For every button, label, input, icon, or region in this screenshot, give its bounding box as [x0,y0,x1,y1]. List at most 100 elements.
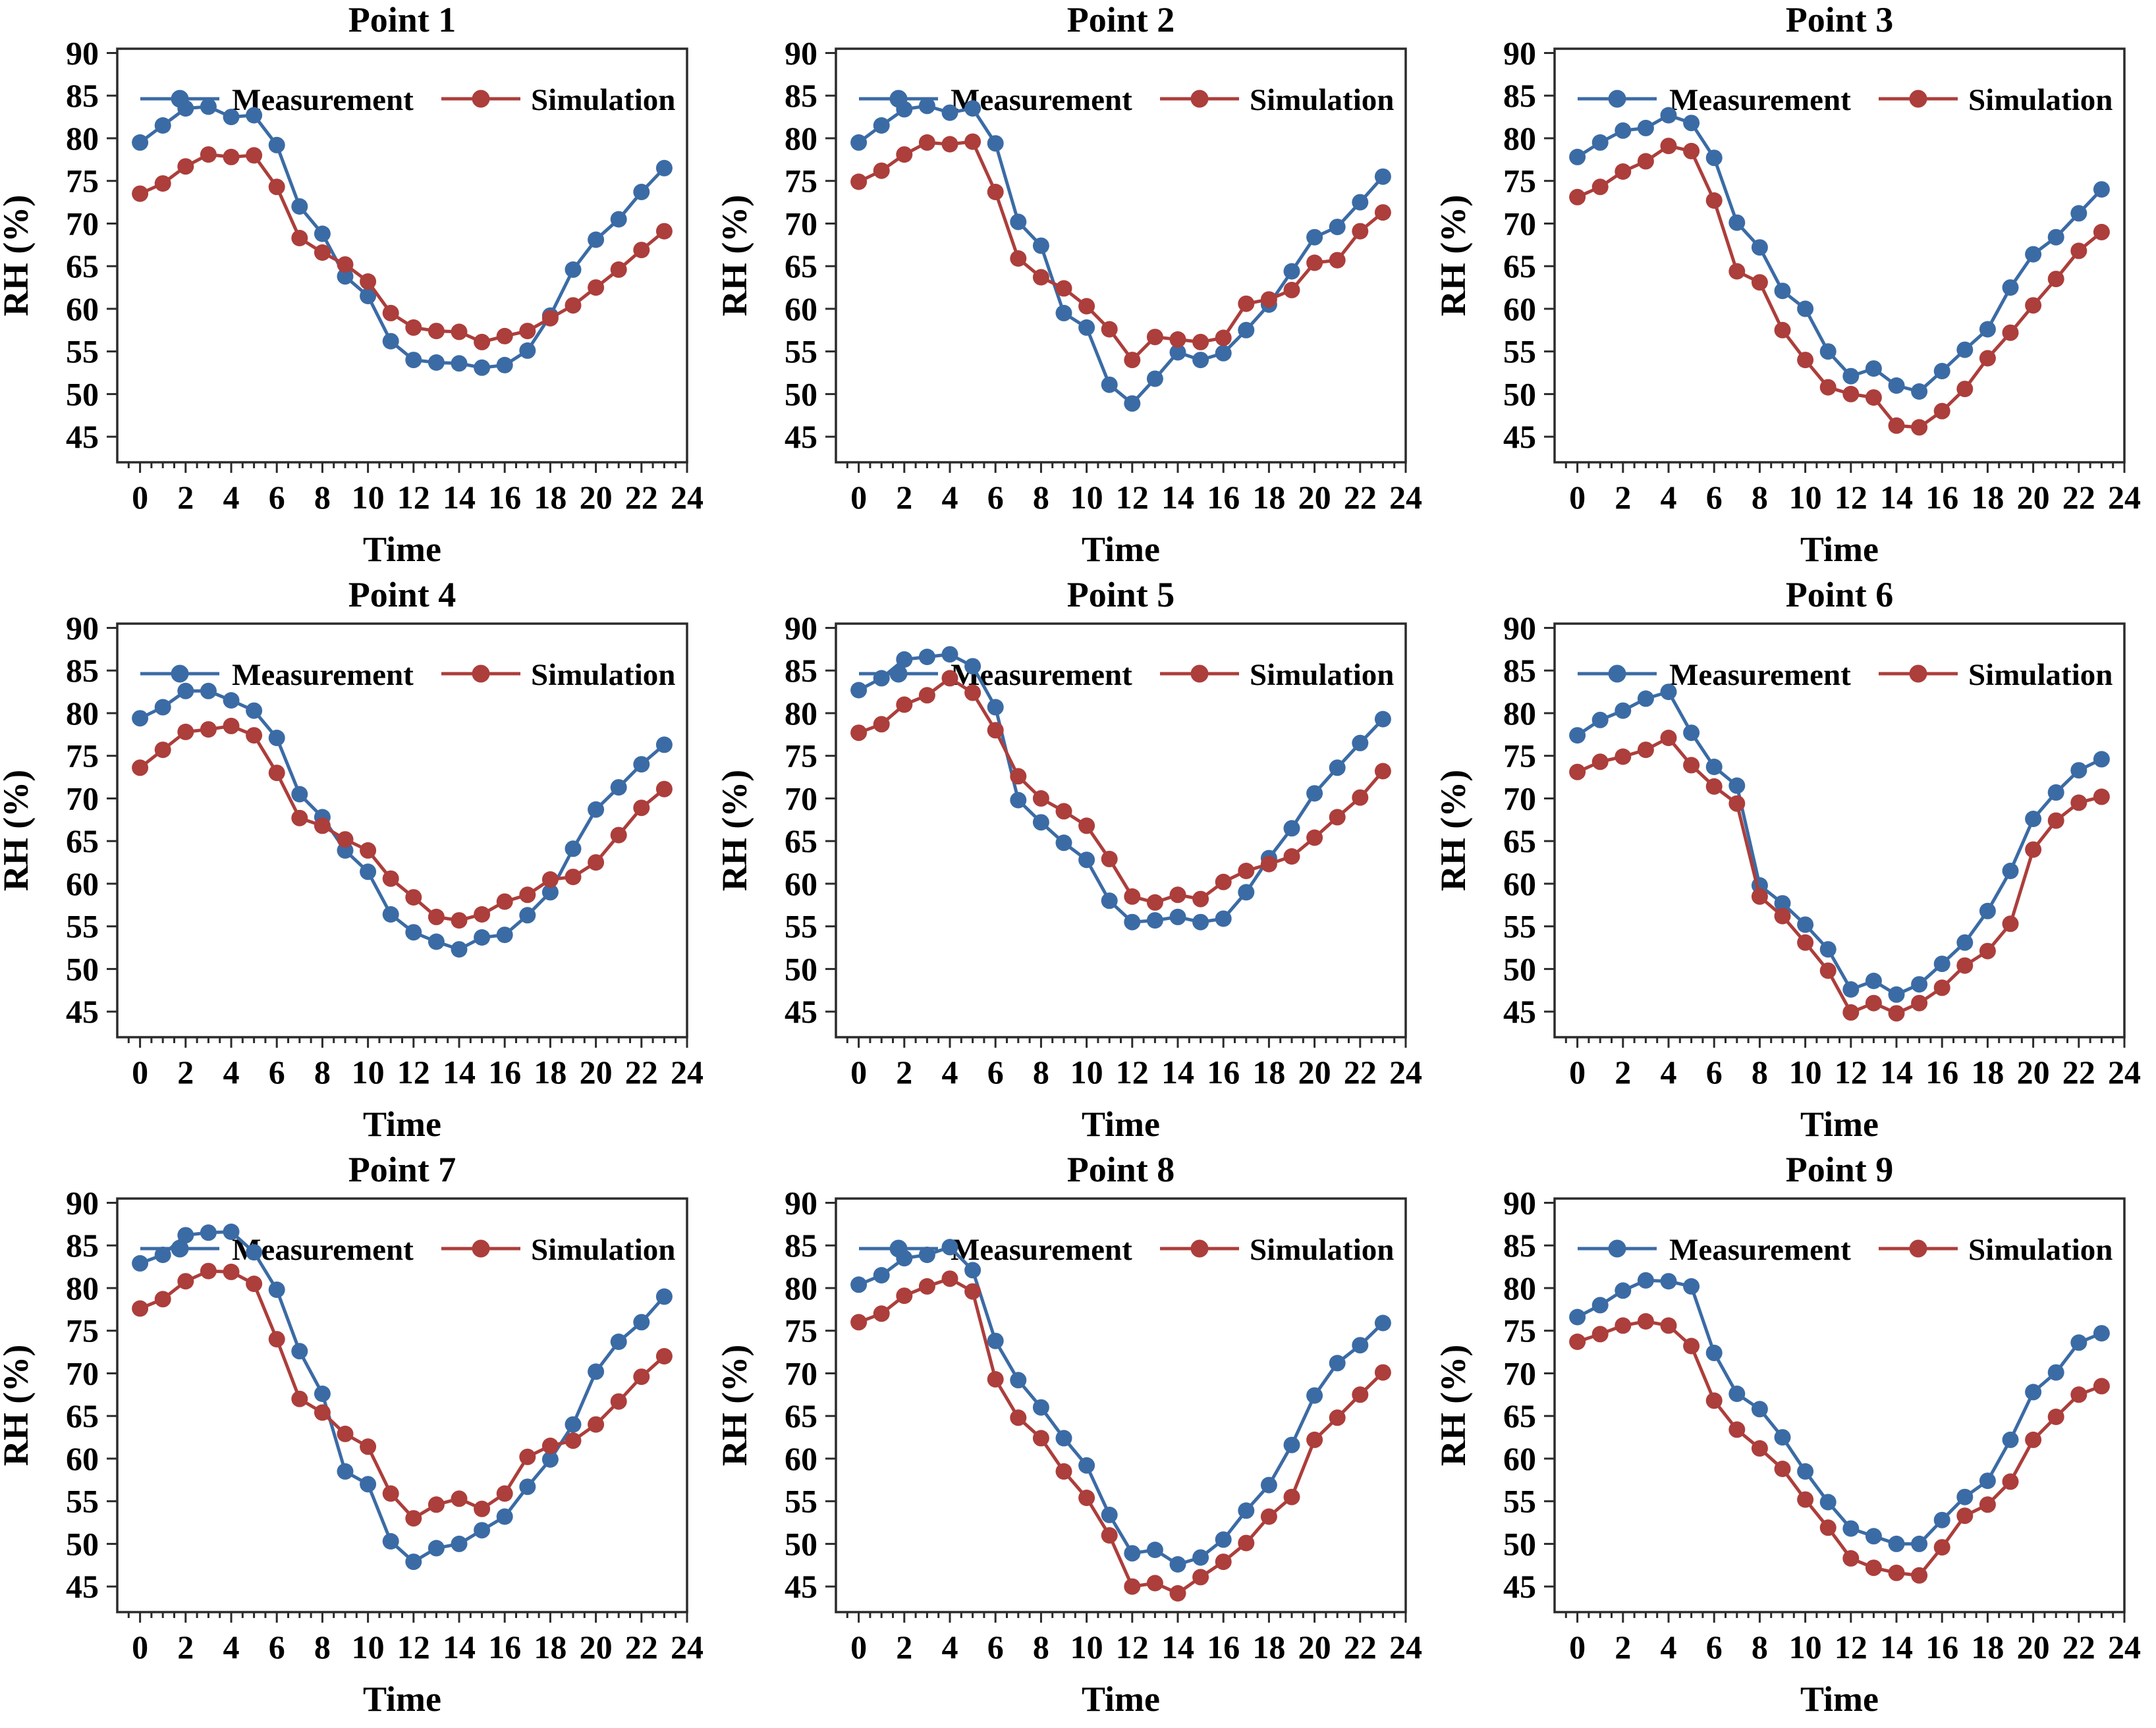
x-tick-label: 16 [1207,1054,1240,1091]
simulation-marker [1774,321,1791,338]
x-tick-label: 2 [896,479,912,516]
simulation-marker [474,333,491,350]
measurement-line [139,689,666,952]
measurement-marker [337,268,354,285]
measurement-marker [2025,1384,2042,1401]
measurement-marker [1569,148,1586,165]
legend-simulation-marker-icon [1190,1239,1209,1258]
x-tick-label: 14 [1880,1629,1913,1665]
simulation-marker [382,304,399,321]
x-tick-label: 20 [1298,479,1331,516]
y-tick-label: 55 [66,908,99,945]
legend-measurement-label: Measurement [951,1233,1132,1267]
simulation-marker [850,724,868,742]
measurement-marker [382,333,399,350]
measurement-marker [1283,263,1300,280]
simulation-marker [451,323,468,340]
y-tick-label: 70 [66,780,99,817]
measurement-marker [291,1343,308,1360]
simulation-marker [132,759,149,776]
measurement-marker [1637,1272,1654,1289]
legend-simulation-marker-icon [1909,90,1927,108]
simulation-marker [964,133,981,150]
x-tick-label: 24 [671,1054,704,1091]
measurement-marker [655,736,673,753]
x-tick-label: 16 [488,479,521,516]
x-tick-label: 6 [987,1054,1004,1091]
simulation-marker [2093,1378,2110,1395]
x-axis-ticks [127,1037,688,1048]
simulation-marker [2002,915,2019,932]
subplot-point-6: 0 2 4 6 8 10 12 14 16 18 20 22 24 45 50 55 60 65 70 75 80 85 9… [1433,575,2156,1150]
x-tick-label: 20 [2017,1629,2050,1665]
measurement-marker [964,658,981,675]
simulation-marker [314,817,331,834]
simulation-marker [360,842,377,859]
simulation-marker [964,684,981,701]
legend: Measurement Simulation [140,658,675,692]
simulation-marker [382,870,399,887]
measurement-marker [1637,119,1654,136]
simulation-marker [850,173,868,190]
chart-canvas-point-6: 0 2 4 6 8 10 12 14 16 18 20 22 244550556065707580859… [1433,575,2141,1144]
simulation-marker [1146,894,1163,911]
measurement-line [1576,113,2103,394]
measurement-marker [1238,1502,1255,1519]
simulation-marker [987,184,1004,200]
y-tick-label: 50 [1503,1525,1536,1562]
measurement-marker [2025,811,2042,827]
simulation-marker [268,178,285,196]
measurement-marker [1888,986,1905,1003]
legend-simulation-marker-icon [472,664,490,683]
y-axis-ticks [1544,1201,1555,1588]
simulation-marker [177,158,194,175]
x-tick-label: 12 [397,1054,430,1091]
y-tick-label: 80 [66,1270,99,1307]
x-tick-label: 0 [850,1629,867,1665]
simulation-marker [1728,263,1746,280]
measurement-marker [2070,205,2087,222]
measurement-marker [1215,1531,1232,1548]
simulation-marker [896,696,913,713]
measurement-line [858,653,1385,924]
simulation-marker [1192,890,1209,907]
measurement-marker [1705,1344,1723,1361]
measurement-marker [1819,343,1837,360]
x-tick-label: 12 [1116,1054,1149,1091]
measurement-marker [268,730,285,746]
measurement-series [850,1239,1391,1573]
simulation-marker [474,1500,491,1517]
measurement-marker [200,682,217,699]
subplot-point-9: 0 2 4 6 8 10 12 14 16 18 20 22 24 45 50 55 60 65 70 75 80 85 9… [1433,1150,2156,1725]
x-tick-label: 8 [314,1054,331,1091]
simulation-marker [1078,1490,1095,1506]
measurement-marker [177,1227,194,1244]
x-tick-label: 2 [896,1054,912,1091]
measurement-marker [428,354,445,371]
simulation-marker [474,906,491,923]
measurement-marker [850,134,868,151]
y-tick-label: 60 [1503,865,1536,902]
measurement-marker [451,355,468,372]
simulation-marker [655,223,673,240]
measurement-series [132,98,673,376]
measurement-marker [2093,1325,2110,1342]
measurement-marker [633,756,650,773]
y-tick-label: 70 [66,205,99,242]
x-tick-label: 22 [2062,479,2095,516]
y-tick-label: 50 [1503,950,1536,987]
x-tick-label: 4 [223,1629,240,1665]
x-tick-label: 20 [1298,1054,1331,1091]
y-tick-label: 50 [785,950,817,987]
simulation-marker [1637,153,1654,170]
y-tick-label: 45 [66,993,99,1030]
measurement-marker [1283,820,1300,837]
simulation-marker [268,1331,285,1348]
y-tick-label: 65 [785,823,817,859]
y-tick-label: 75 [785,163,817,200]
simulation-marker [1260,855,1277,873]
measurement-marker [132,134,149,151]
measurement-marker [1774,283,1791,300]
measurement-marker [1078,319,1095,336]
x-tick-label: 2 [177,1629,194,1665]
